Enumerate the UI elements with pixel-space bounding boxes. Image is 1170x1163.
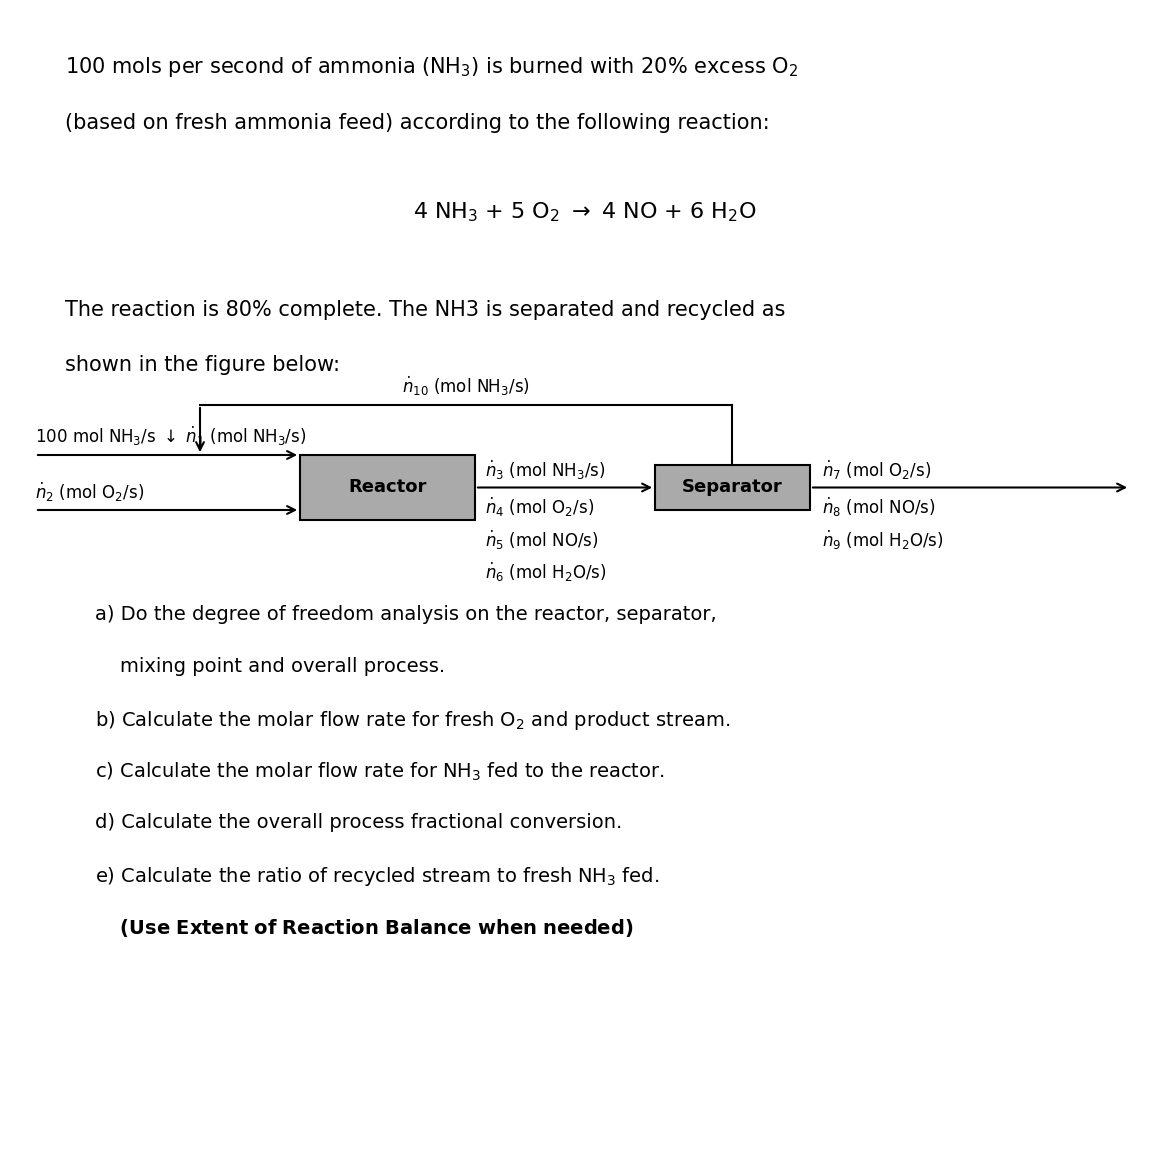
Text: $\dot{n}_4$ (mol O$_2$/s): $\dot{n}_4$ (mol O$_2$/s) bbox=[486, 495, 594, 519]
Text: a) Do the degree of freedom analysis on the reactor, separator,: a) Do the degree of freedom analysis on … bbox=[95, 605, 716, 625]
Text: $\dot{n}_2$ (mol O$_2$/s): $\dot{n}_2$ (mol O$_2$/s) bbox=[35, 480, 144, 504]
Text: (based on fresh ammonia feed) according to the following reaction:: (based on fresh ammonia feed) according … bbox=[66, 113, 770, 133]
Text: The reaction is 80% complete. The NH3 is separated and recycled as: The reaction is 80% complete. The NH3 is… bbox=[66, 300, 785, 320]
Text: $\dot{n}_{10}$ (mol NH$_3$/s): $\dot{n}_{10}$ (mol NH$_3$/s) bbox=[402, 374, 530, 398]
Text: mixing point and overall process.: mixing point and overall process. bbox=[95, 657, 445, 676]
Text: $\dot{n}_3$ (mol NH$_3$/s): $\dot{n}_3$ (mol NH$_3$/s) bbox=[486, 458, 605, 481]
Text: 100 mol NH$_3$/s $\downarrow$ $\dot{n}_1$ (mol NH$_3$/s): 100 mol NH$_3$/s $\downarrow$ $\dot{n}_1… bbox=[35, 424, 307, 448]
Text: shown in the figure below:: shown in the figure below: bbox=[66, 355, 340, 374]
Bar bbox=[655, 465, 810, 511]
Text: b) Calculate the molar flow rate for fresh O$_2$ and product stream.: b) Calculate the molar flow rate for fre… bbox=[95, 709, 730, 732]
Text: c) Calculate the molar flow rate for NH$_3$ fed to the reactor.: c) Calculate the molar flow rate for NH$… bbox=[95, 761, 665, 784]
Bar bbox=[300, 455, 475, 520]
Text: e) Calculate the ratio of recycled stream to fresh NH$_3$ fed.: e) Calculate the ratio of recycled strea… bbox=[95, 865, 659, 889]
Text: $\dot{n}_8$ (mol NO/s): $\dot{n}_8$ (mol NO/s) bbox=[823, 495, 936, 519]
Text: d) Calculate the overall process fractional conversion.: d) Calculate the overall process fractio… bbox=[95, 813, 622, 832]
Text: $\dot{n}_5$ (mol NO/s): $\dot{n}_5$ (mol NO/s) bbox=[486, 528, 599, 551]
Text: $\dot{n}_6$ (mol H$_2$O/s): $\dot{n}_6$ (mol H$_2$O/s) bbox=[486, 561, 607, 584]
Text: 4 NH$_3$ + 5 O$_2$ $\rightarrow$ 4 NO + 6 H$_2$O: 4 NH$_3$ + 5 O$_2$ $\rightarrow$ 4 NO + … bbox=[413, 200, 757, 223]
Text: Separator: Separator bbox=[682, 478, 783, 497]
Text: $\dot{n}_7$ (mol O$_2$/s): $\dot{n}_7$ (mol O$_2$/s) bbox=[823, 458, 931, 481]
Text: $\dot{n}_9$ (mol H$_2$O/s): $\dot{n}_9$ (mol H$_2$O/s) bbox=[823, 528, 944, 551]
Text: $\mathbf{(Use\ Extent\ of\ Reaction\ Balance\ when\ needed)}$: $\mathbf{(Use\ Extent\ of\ Reaction\ Bal… bbox=[95, 916, 633, 939]
Text: Reactor: Reactor bbox=[349, 478, 427, 497]
Text: 100 mols per second of ammonia (NH$_3$) is burned with 20% excess O$_2$: 100 mols per second of ammonia (NH$_3$) … bbox=[66, 55, 798, 79]
